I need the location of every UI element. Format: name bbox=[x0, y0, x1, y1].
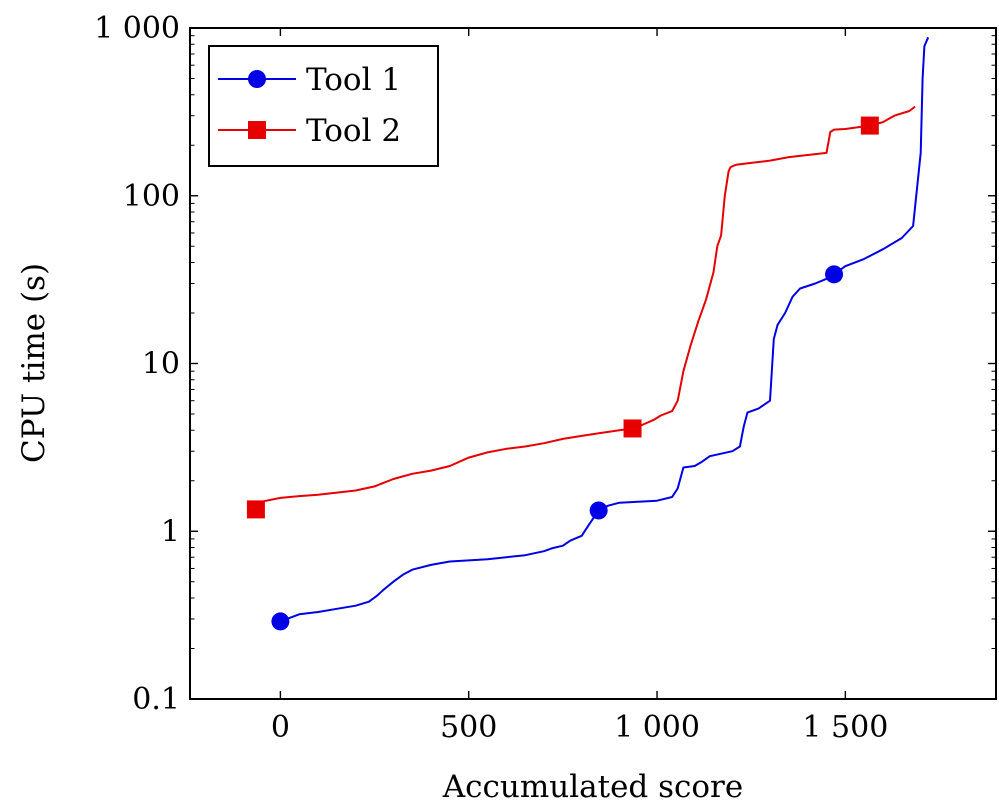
data-point-tool-1 bbox=[825, 265, 844, 284]
data-point-tool-2 bbox=[246, 500, 265, 519]
y-axis-title: CPU time (s) bbox=[16, 263, 52, 463]
data-point-tool-2 bbox=[860, 116, 879, 135]
legend: Tool 1 Tool 2 bbox=[208, 45, 439, 167]
x-axis-title: Accumulated score bbox=[442, 769, 743, 805]
y-tick-label: 10 bbox=[142, 347, 180, 382]
markers-layer bbox=[246, 116, 879, 631]
data-point-tool-1 bbox=[589, 501, 608, 520]
series-line-tool-2 bbox=[255, 105, 916, 510]
y-tick-label: 100 bbox=[123, 179, 180, 214]
tick-labels: 0 500 1 000 1 500 0.1 1 10 100 1 000 bbox=[94, 11, 888, 745]
data-point-tool-1 bbox=[271, 612, 290, 631]
plot-frame bbox=[189, 27, 997, 700]
legend-marker-tool-2 bbox=[248, 121, 266, 139]
x-tick-label: 1 500 bbox=[802, 710, 888, 745]
legend-label-tool-1: Tool 1 bbox=[306, 62, 401, 98]
x-tick-label: 0 bbox=[271, 710, 290, 745]
y-tick-label: 1 000 bbox=[94, 11, 180, 46]
legend-marker-tool-1 bbox=[248, 70, 266, 88]
data-point-tool-2 bbox=[623, 419, 642, 438]
y-tick-label: 1 bbox=[161, 514, 180, 549]
legend-box bbox=[208, 45, 439, 167]
x-tick-label: 500 bbox=[440, 710, 497, 745]
legend-label-tool-2: Tool 2 bbox=[306, 113, 401, 149]
y-tick-label: 0.1 bbox=[132, 682, 180, 717]
x-tick-label: 1 000 bbox=[614, 710, 700, 745]
